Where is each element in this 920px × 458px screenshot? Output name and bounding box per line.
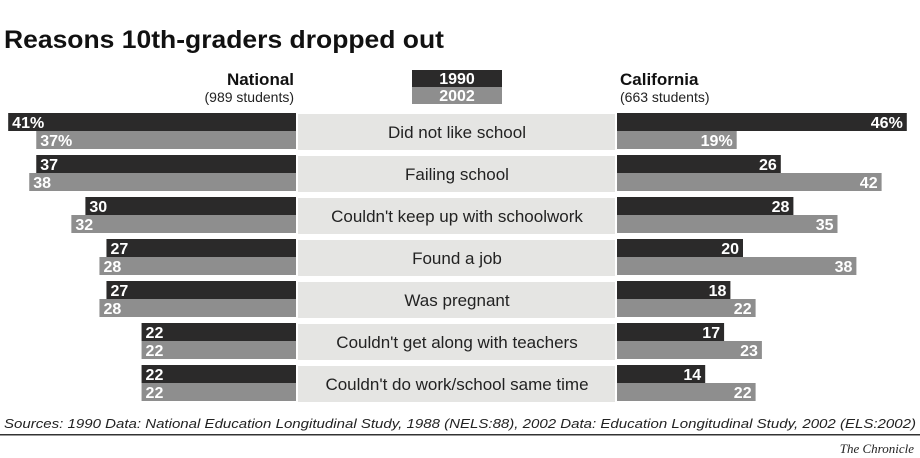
california-bar-1990 [617, 239, 743, 257]
california-bar-2002 [617, 215, 838, 233]
national-value-label: 32 [75, 217, 93, 234]
california-value-label: 35 [816, 217, 834, 234]
california-bar-1990 [617, 113, 907, 131]
national-value-label: 22 [146, 343, 164, 360]
national-bar-2002 [36, 131, 296, 149]
california-bar-1990 [617, 365, 706, 383]
category-band [298, 324, 615, 360]
california-subtitle: (663 students) [620, 89, 710, 105]
category-label: Failing school [405, 165, 509, 184]
california-bar-1990 [617, 281, 731, 299]
california-value-label: 46% [871, 115, 903, 132]
california-value-label: 28 [772, 199, 790, 216]
california-value-label: 23 [740, 343, 758, 360]
national-value-label: 37 [40, 157, 58, 174]
national-bar-1990 [141, 323, 296, 341]
california-value-label: 22 [734, 301, 752, 318]
national-bar-1990 [106, 239, 297, 257]
national-bar-1990 [106, 281, 297, 299]
category-label: Was pregnant [404, 291, 509, 310]
category-band [298, 366, 615, 402]
national-bar-2002 [71, 215, 296, 233]
source-note: Sources: 1990 Data: National Education L… [4, 417, 916, 431]
category-band [298, 282, 615, 318]
national-bar-2002 [99, 257, 296, 275]
national-bar-1990 [85, 197, 297, 215]
national-value-label: 37% [40, 133, 72, 150]
national-bar-1990 [141, 365, 296, 383]
california-bar-2002 [617, 299, 756, 317]
category-band [298, 240, 615, 276]
category-label: Couldn't keep up with schoolwork [331, 207, 583, 226]
california-bar-2002 [617, 383, 756, 401]
california-value-label: 38 [835, 259, 853, 276]
category-label: Did not like school [388, 123, 526, 142]
category-label: Couldn't do work/school same time [325, 375, 588, 394]
national-header: National [227, 70, 294, 89]
california-bar-2002 [617, 131, 737, 149]
california-value-label: 20 [721, 241, 739, 258]
category-label: Couldn't get along with teachers [336, 333, 577, 352]
legend-swatch-1990 [412, 70, 502, 87]
national-value-label: 22 [146, 367, 164, 384]
california-value-label: 42 [860, 175, 878, 192]
national-value-label: 28 [103, 301, 121, 318]
chart-title: Reasons 10th-graders dropped out [4, 26, 445, 54]
california-bar-1990 [617, 197, 794, 215]
national-value-label: 27 [110, 241, 128, 258]
national-value-label: 22 [146, 385, 164, 402]
california-value-label: 22 [734, 385, 752, 402]
national-value-label: 30 [89, 199, 107, 216]
california-value-label: 17 [702, 325, 720, 342]
california-value-label: 19% [701, 133, 733, 150]
california-bar-2002 [617, 173, 882, 191]
california-value-label: 18 [709, 283, 727, 300]
california-bar-1990 [617, 323, 725, 341]
national-bar-1990 [36, 155, 296, 173]
national-bar-2002 [99, 299, 296, 317]
category-band [298, 114, 615, 150]
category-band [298, 198, 615, 234]
national-bar-2002 [29, 173, 297, 191]
california-value-label: 26 [759, 157, 777, 174]
divider [0, 434, 920, 436]
national-value-label: 27 [110, 283, 128, 300]
national-value-label: 41% [12, 115, 44, 132]
national-value-label: 22 [146, 325, 164, 342]
national-bar-1990 [8, 113, 297, 131]
legend-label-1990: 1990 [439, 71, 475, 88]
category-band [298, 156, 615, 192]
california-header: California [620, 70, 699, 89]
california-bar-2002 [617, 341, 762, 359]
credit: The Chronicle [840, 441, 914, 456]
legend-swatch-2002 [412, 87, 502, 104]
category-label: Found a job [412, 249, 502, 268]
california-value-label: 14 [683, 367, 701, 384]
national-bar-2002 [141, 341, 296, 359]
california-bar-2002 [617, 257, 857, 275]
national-value-label: 28 [103, 259, 121, 276]
california-bar-1990 [617, 155, 781, 173]
legend-label-2002: 2002 [439, 88, 475, 105]
national-subtitle: (989 students) [205, 89, 295, 105]
national-value-label: 38 [33, 175, 51, 192]
national-bar-2002 [141, 383, 296, 401]
